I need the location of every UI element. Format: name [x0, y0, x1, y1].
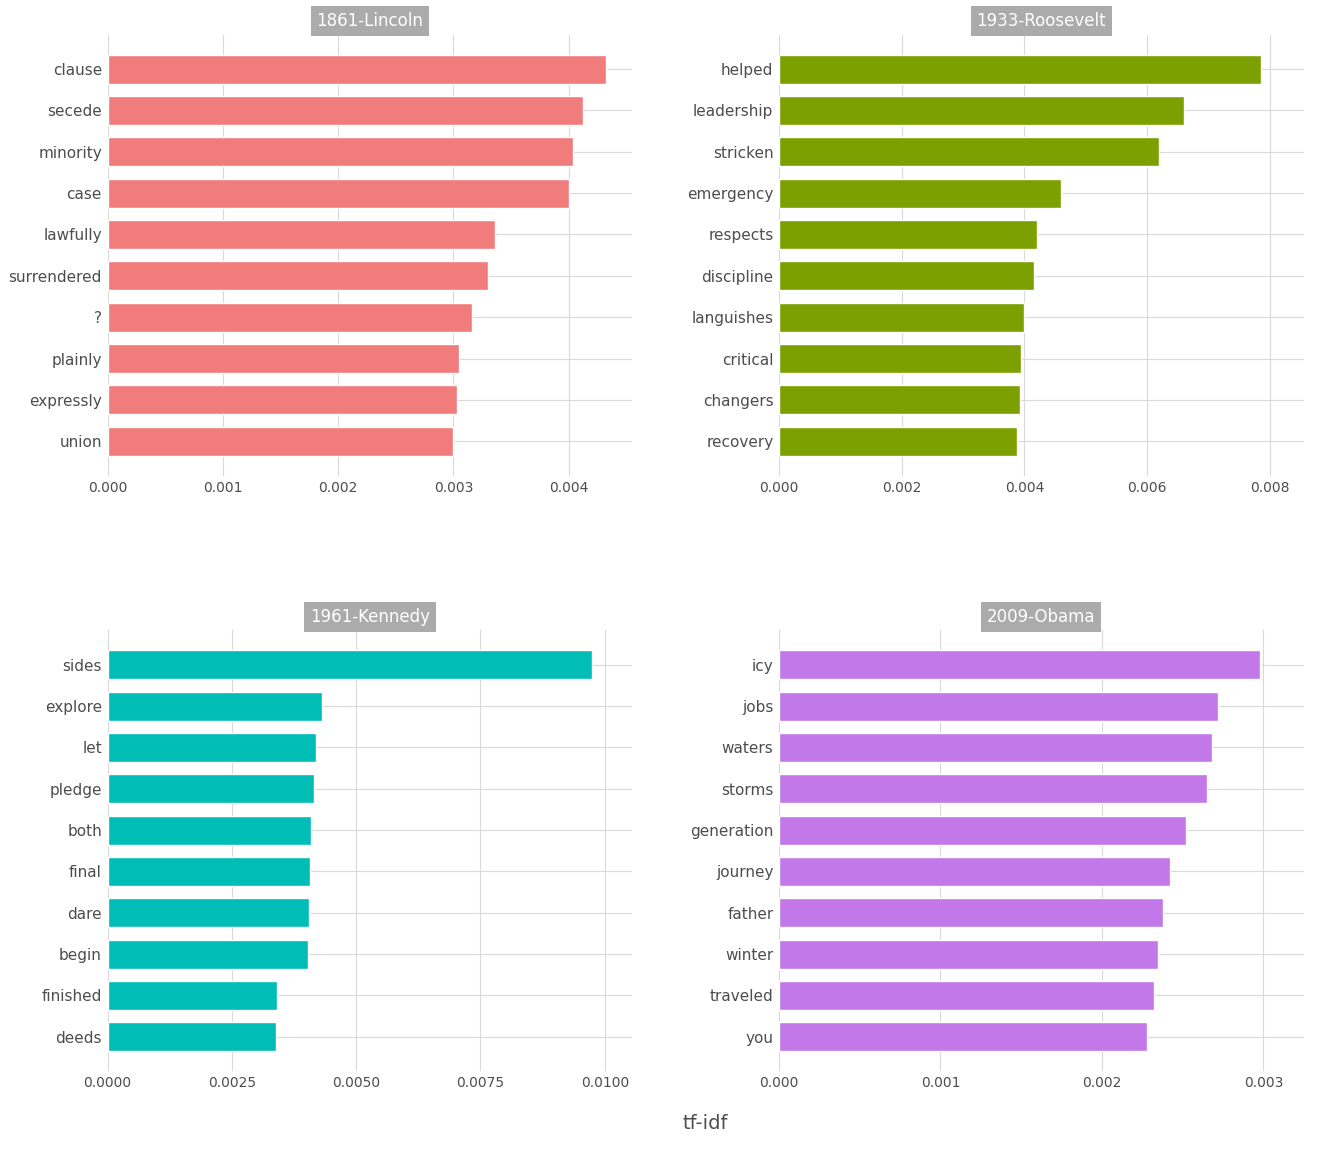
Title: 1961-Kennedy: 1961-Kennedy	[310, 608, 430, 626]
Title: 2009-Obama: 2009-Obama	[986, 608, 1095, 626]
Bar	[780, 733, 1212, 761]
Bar	[108, 982, 277, 1010]
Bar	[780, 1022, 1146, 1052]
Bar	[780, 774, 1207, 803]
Bar	[780, 303, 1024, 332]
Bar	[780, 179, 1062, 207]
Bar	[108, 691, 323, 720]
Bar	[108, 386, 457, 415]
Bar	[780, 220, 1036, 249]
Bar	[780, 899, 1164, 927]
Bar	[780, 96, 1184, 124]
Bar	[108, 650, 593, 680]
Bar	[108, 899, 309, 927]
Bar	[108, 262, 488, 290]
Bar	[108, 54, 606, 84]
Bar	[108, 344, 460, 373]
Bar	[780, 650, 1261, 680]
Title: 1933-Roosevelt: 1933-Roosevelt	[977, 13, 1106, 30]
Bar	[108, 137, 574, 166]
Bar	[780, 386, 1020, 415]
Title: 1861-Lincoln: 1861-Lincoln	[316, 13, 423, 30]
Bar	[108, 179, 569, 207]
Bar	[108, 857, 310, 886]
Text: tf-idf: tf-idf	[683, 1114, 728, 1132]
Bar	[108, 774, 314, 803]
Bar	[780, 691, 1218, 720]
Bar	[780, 426, 1017, 456]
Bar	[108, 426, 453, 456]
Bar	[108, 816, 312, 844]
Bar	[108, 940, 308, 969]
Bar	[780, 137, 1160, 166]
Bar	[780, 940, 1159, 969]
Bar	[780, 816, 1185, 844]
Bar	[108, 1022, 276, 1052]
Bar	[108, 96, 582, 124]
Bar	[780, 262, 1034, 290]
Bar	[780, 344, 1021, 373]
Bar	[108, 220, 495, 249]
Bar	[108, 733, 316, 761]
Bar	[108, 303, 472, 332]
Bar	[780, 857, 1169, 886]
Bar	[780, 982, 1153, 1010]
Bar	[780, 54, 1261, 84]
